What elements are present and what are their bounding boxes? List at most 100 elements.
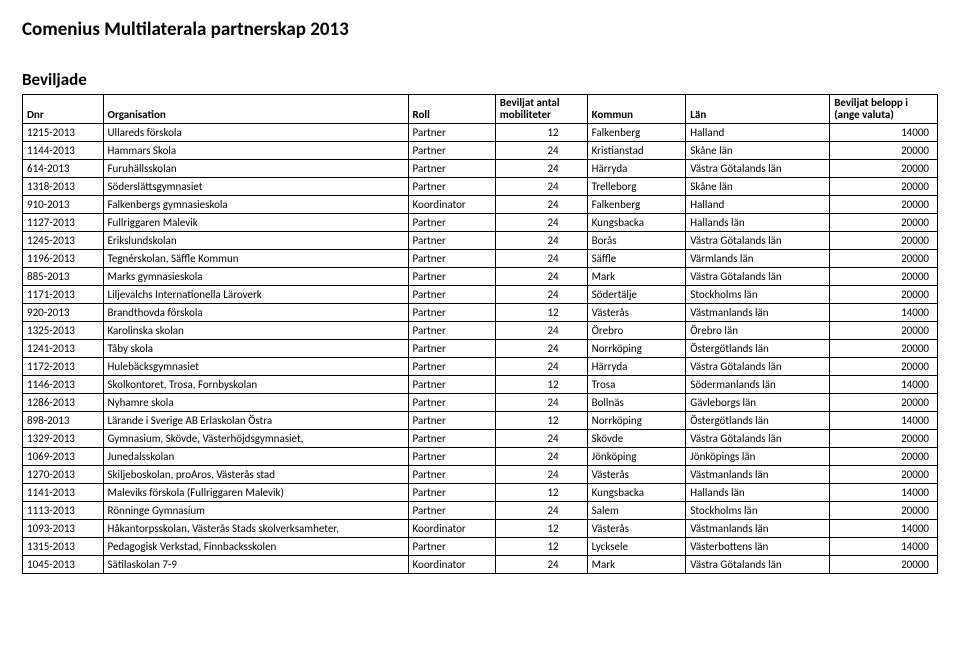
cell-mob: 12 [495, 304, 587, 322]
table-row: 1325-2013Karolinska skolanPartner24Örebr… [23, 322, 938, 340]
cell-kom: Kungsbacka [587, 484, 686, 502]
table-row: 614-2013FuruhällsskolanPartner24HärrydaV… [23, 160, 938, 178]
cell-org: Brandthovda förskola [103, 304, 408, 322]
table-row: 898-2013Lärande i Sverige AB Erlaskolan … [23, 412, 938, 430]
cell-lan: Halland [686, 124, 830, 142]
col-header-org: Organisation [103, 95, 408, 124]
cell-mob: 12 [495, 538, 587, 556]
cell-bel: 14000 [830, 124, 938, 142]
cell-org: Håkantorpsskolan, Västerås Stads skolver… [103, 520, 408, 538]
cell-org: Rönninge Gymnasium [103, 502, 408, 520]
table-row: 1146-2013Skolkontoret, Trosa, Fornbyskol… [23, 376, 938, 394]
cell-org: Lärande i Sverige AB Erlaskolan Östra [103, 412, 408, 430]
cell-bel: 14000 [830, 376, 938, 394]
cell-mob: 24 [495, 232, 587, 250]
cell-lan: Västmanlands län [686, 304, 830, 322]
cell-roll: Partner [408, 214, 495, 232]
cell-kom: Mark [587, 556, 686, 574]
cell-org: Maleviks förskola (Fullriggaren Malevik) [103, 484, 408, 502]
cell-roll: Partner [408, 376, 495, 394]
cell-dnr: 910-2013 [23, 196, 104, 214]
cell-lan: Gävleborgs län [686, 394, 830, 412]
cell-org: Gymnasium, Skövde, Västerhöjdsgymnasiet, [103, 430, 408, 448]
cell-mob: 12 [495, 376, 587, 394]
cell-lan: Västmanlands län [686, 520, 830, 538]
cell-mob: 12 [495, 412, 587, 430]
table-row: 1215-2013Ullareds förskolaPartner12Falke… [23, 124, 938, 142]
cell-dnr: 1069-2013 [23, 448, 104, 466]
cell-mob: 24 [495, 214, 587, 232]
cell-org: Furuhällsskolan [103, 160, 408, 178]
cell-lan: Västra Götalands län [686, 556, 830, 574]
grants-table: Dnr Organisation Roll Beviljat antal mob… [22, 94, 938, 574]
cell-dnr: 1245-2013 [23, 232, 104, 250]
cell-kom: Borås [587, 232, 686, 250]
cell-roll: Partner [408, 268, 495, 286]
cell-lan: Halland [686, 196, 830, 214]
cell-mob: 24 [495, 430, 587, 448]
cell-org: Liljevalchs Internationella Läroverk [103, 286, 408, 304]
section-title: Beviljade [22, 69, 938, 90]
table-row: 1241-2013Tåby skolaPartner24NorrköpingÖs… [23, 340, 938, 358]
table-row: 1069-2013JunedalsskolanPartner24Jönköpin… [23, 448, 938, 466]
cell-dnr: 1113-2013 [23, 502, 104, 520]
cell-bel: 20000 [830, 466, 938, 484]
cell-dnr: 1329-2013 [23, 430, 104, 448]
cell-kom: Örebro [587, 322, 686, 340]
table-row: 1245-2013ErikslundskolanPartner24BoråsVä… [23, 232, 938, 250]
cell-roll: Partner [408, 466, 495, 484]
cell-roll: Partner [408, 304, 495, 322]
cell-dnr: 1196-2013 [23, 250, 104, 268]
cell-bel: 20000 [830, 448, 938, 466]
table-row: 1045-2013Sätilaskolan 7-9Koordinator24Ma… [23, 556, 938, 574]
cell-dnr: 1315-2013 [23, 538, 104, 556]
cell-bel: 20000 [830, 358, 938, 376]
cell-kom: Trosa [587, 376, 686, 394]
table-row: 920-2013Brandthovda förskolaPartner12Väs… [23, 304, 938, 322]
cell-dnr: 1318-2013 [23, 178, 104, 196]
cell-org: Hammars Skola [103, 142, 408, 160]
cell-org: Karolinska skolan [103, 322, 408, 340]
table-row: 885-2013Marks gymnasieskolaPartner24Mark… [23, 268, 938, 286]
cell-mob: 24 [495, 340, 587, 358]
cell-dnr: 1270-2013 [23, 466, 104, 484]
table-row: 1144-2013Hammars SkolaPartner24Kristians… [23, 142, 938, 160]
cell-bel: 20000 [830, 214, 938, 232]
cell-bel: 20000 [830, 286, 938, 304]
cell-bel: 14000 [830, 412, 938, 430]
cell-mob: 24 [495, 358, 587, 376]
cell-bel: 20000 [830, 340, 938, 358]
cell-kom: Skövde [587, 430, 686, 448]
cell-roll: Koordinator [408, 520, 495, 538]
cell-mob: 12 [495, 124, 587, 142]
cell-kom: Kristianstad [587, 142, 686, 160]
cell-dnr: 885-2013 [23, 268, 104, 286]
cell-org: Nyhamre skola [103, 394, 408, 412]
cell-org: Tegnérskolan, Säffle Kommun [103, 250, 408, 268]
cell-kom: Falkenberg [587, 124, 686, 142]
cell-lan: Västra Götalands län [686, 160, 830, 178]
cell-bel: 20000 [830, 430, 938, 448]
cell-dnr: 1172-2013 [23, 358, 104, 376]
cell-bel: 20000 [830, 196, 938, 214]
cell-bel: 20000 [830, 232, 938, 250]
cell-kom: Västerås [587, 466, 686, 484]
cell-bel: 20000 [830, 556, 938, 574]
cell-lan: Jönköpings län [686, 448, 830, 466]
cell-lan: Västra Götalands län [686, 232, 830, 250]
cell-org: Söderslättsgymnasiet [103, 178, 408, 196]
cell-mob: 24 [495, 250, 587, 268]
cell-dnr: 1325-2013 [23, 322, 104, 340]
cell-org: Marks gymnasieskola [103, 268, 408, 286]
cell-roll: Partner [408, 160, 495, 178]
cell-roll: Partner [408, 358, 495, 376]
cell-roll: Partner [408, 178, 495, 196]
cell-mob: 24 [495, 322, 587, 340]
cell-roll: Partner [408, 394, 495, 412]
cell-dnr: 1146-2013 [23, 376, 104, 394]
cell-lan: Östergötlands län [686, 412, 830, 430]
cell-kom: Bollnäs [587, 394, 686, 412]
cell-kom: Härryda [587, 160, 686, 178]
cell-roll: Partner [408, 484, 495, 502]
cell-org: Ullareds förskola [103, 124, 408, 142]
